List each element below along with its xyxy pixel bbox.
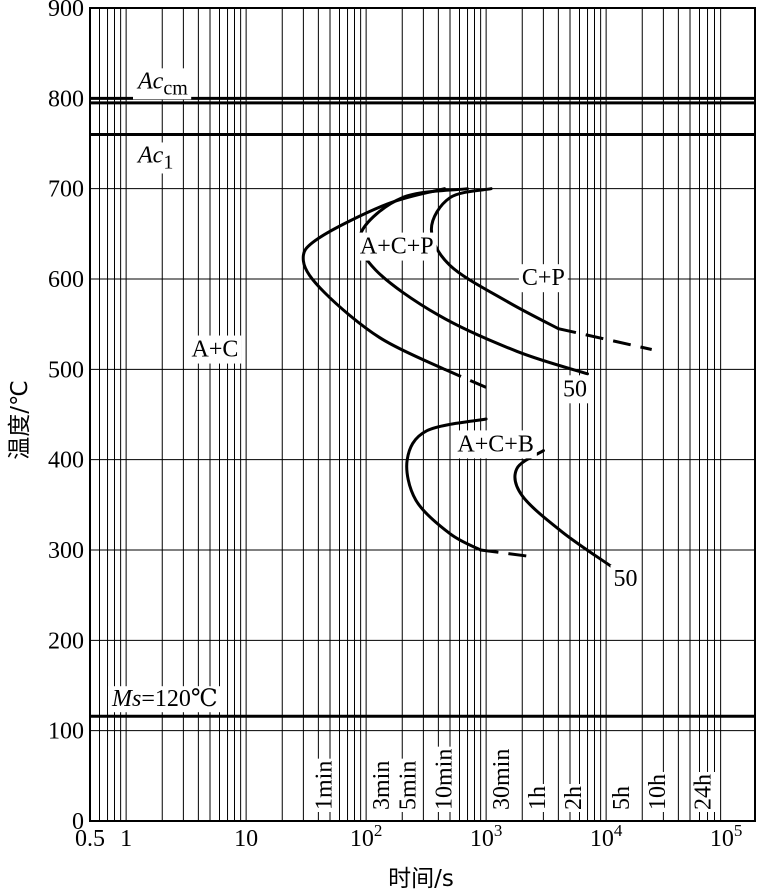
time-mark-label: 5h: [609, 786, 635, 810]
critical-line-label-bg: [133, 142, 177, 174]
time-mark-label-bg: [561, 784, 588, 812]
region-label: A+C+P: [360, 234, 434, 260]
region-label: A+C+B: [457, 431, 533, 457]
pearlite-start-inner-curve: [357, 187, 589, 376]
region-label-bg: [610, 565, 641, 594]
time-mark-label-bg: [608, 784, 635, 812]
y-tick-label: 400: [48, 448, 84, 474]
region-label-bg: [559, 375, 590, 404]
y-tick-label: 200: [48, 628, 84, 654]
critical-line-label: Ac1: [136, 142, 173, 173]
time-mark-label-bg: [690, 772, 717, 812]
critical-line-label: Ms=120℃: [111, 686, 218, 712]
region-label: 50: [563, 376, 587, 402]
time-mark-label-bg: [524, 784, 551, 812]
time-mark-label: 10min: [432, 749, 458, 810]
bainite-start-dashed: [480, 548, 537, 559]
x-axis-title: 时间/s: [388, 866, 454, 891]
time-mark-label: 5min: [395, 761, 421, 810]
x-tick-label: 105: [710, 821, 743, 852]
x-tick-label: 10: [234, 826, 258, 852]
region-label: A+C: [192, 337, 239, 363]
region-label-bg: [454, 430, 537, 459]
x-tick-label: 102: [350, 821, 383, 852]
time-mark-label: 1h: [525, 786, 551, 810]
time-mark-label-bg: [395, 758, 422, 812]
time-mark-label: 3min: [369, 761, 395, 810]
y-tick-label: 100: [48, 719, 84, 745]
y-tick-label: 800: [48, 86, 84, 112]
critical-line-label-bg: [133, 68, 192, 100]
y-tick-label: 900: [48, 0, 84, 22]
y-axis-title: 温度/℃: [7, 380, 33, 460]
time-mark-label-bg: [311, 758, 338, 812]
time-mark-label: 2h: [561, 786, 587, 810]
y-tick-label: 0: [72, 809, 84, 835]
y-tick-label: 300: [48, 538, 84, 564]
time-mark-label-bg: [488, 746, 515, 812]
pearlite-end-curve: [429, 187, 560, 331]
y-tick-label: 500: [48, 357, 84, 383]
y-tick-label: 600: [48, 267, 84, 293]
time-mark-label: 1min: [312, 761, 338, 810]
region-label-bg: [188, 335, 242, 364]
x-tick-label: 0.5: [75, 826, 105, 852]
bainite-start-curve: [405, 417, 488, 552]
time-mark-label-bg: [368, 758, 395, 812]
pearlite-start-upper-dashed: [443, 367, 487, 389]
region-label: 50: [613, 566, 637, 592]
critical-line-label-bg: [108, 686, 221, 713]
time-mark-label: 30min: [489, 749, 515, 810]
region-label-bg: [356, 232, 437, 261]
critical-line-label: Accm: [136, 68, 188, 99]
region-label: C+P: [522, 265, 565, 291]
plot-frame: [89, 7, 756, 822]
time-mark-label-bg: [644, 772, 671, 812]
pearlite-end-dashed: [558, 327, 653, 351]
time-mark-label: 24h: [691, 774, 717, 810]
bainite-end-curve: [513, 449, 613, 568]
region-label-bg: [518, 264, 568, 293]
time-mark-label: 10h: [645, 774, 671, 810]
x-tick-label: 1: [120, 826, 132, 852]
time-mark-label-bg: [431, 746, 458, 812]
x-tick-label: 104: [590, 821, 623, 852]
x-tick-label: 103: [470, 821, 503, 852]
y-tick-label: 700: [48, 177, 84, 203]
